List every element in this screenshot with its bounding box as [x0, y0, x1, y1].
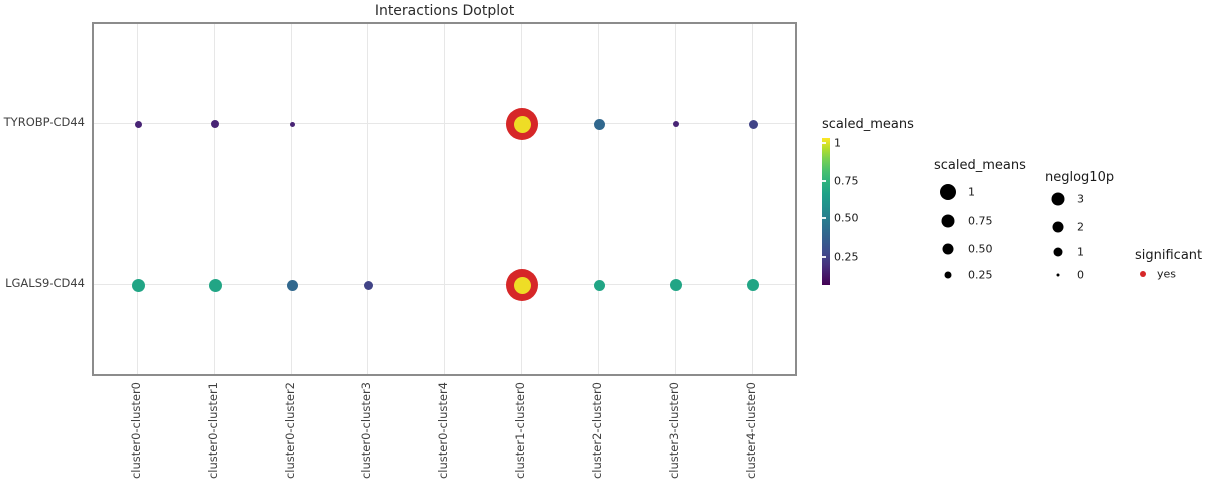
size-legend-label: 0.50: [968, 242, 993, 256]
size-legend-dot: [1051, 192, 1065, 206]
vertical-gridline: [521, 24, 522, 374]
vertical-gridline: [752, 24, 753, 374]
x-axis-label: cluster0-cluster2: [283, 382, 297, 480]
dot: [208, 278, 222, 292]
colorbar-legend-title: scaled_means: [822, 117, 914, 132]
size-legend-dot: [942, 243, 954, 255]
size-legend-dot: [1052, 221, 1064, 233]
colorbar-gradient: [822, 138, 830, 285]
dot: [593, 118, 605, 130]
horizontal-gridline: [94, 123, 795, 124]
vertical-gridline: [444, 24, 445, 374]
dot: [673, 121, 679, 127]
y-axis-label: LGALS9-CD44: [5, 276, 85, 290]
dot: [748, 119, 758, 129]
dot: [211, 120, 219, 128]
colorbar-tick-label: 0.50: [834, 211, 859, 225]
vertical-gridline: [675, 24, 676, 374]
dot-core: [513, 276, 531, 294]
dot: [131, 278, 145, 292]
size-legend-dot: [940, 184, 956, 200]
vertical-gridline: [137, 24, 138, 374]
dot: [593, 279, 605, 291]
x-axis-label: cluster0-cluster3: [359, 382, 373, 480]
vertical-gridline: [291, 24, 292, 374]
dot: [363, 280, 373, 290]
colorbar-tick-label: 0.75: [834, 174, 859, 188]
dot-core: [513, 115, 531, 133]
colorbar-tick-mark: [822, 142, 826, 144]
x-axis-label: cluster1-cluster0: [513, 382, 527, 480]
size-legend-label: 0: [1077, 268, 1084, 282]
colorbar-tick-label: 0.25: [834, 250, 859, 264]
size-legend-label: 0.25: [968, 268, 993, 282]
x-axis-label: cluster0-cluster4: [436, 382, 450, 480]
size-legend-dot: [1056, 273, 1060, 277]
chart-title: Interactions Dotplot: [374, 3, 515, 19]
size-legend-neglog10p-title: neglog10p: [1045, 170, 1115, 185]
size-legend-label: 0.75: [968, 214, 993, 228]
colorbar-tick-label: 1: [834, 136, 841, 150]
x-axis-label: cluster0-cluster1: [206, 382, 220, 480]
significant-dot: [506, 269, 538, 301]
size-legend-label: 1: [1077, 245, 1084, 259]
size-legend-label: 3: [1077, 192, 1084, 206]
colorbar-tick-mark: [822, 256, 826, 258]
significant-legend-label: yes: [1157, 267, 1177, 281]
colorbar-tick-mark: [822, 217, 826, 219]
significant-legend-title: significant: [1135, 248, 1203, 263]
size-legend-dot: [941, 214, 955, 228]
plot-area: [92, 22, 797, 376]
size-legend-label: 2: [1077, 220, 1084, 234]
vertical-gridline: [214, 24, 215, 374]
colorbar-tick-mark: [822, 180, 826, 182]
dot: [747, 279, 759, 291]
x-axis-label: cluster4-cluster0: [744, 382, 758, 480]
dot: [286, 279, 298, 291]
dot: [134, 120, 142, 128]
x-axis-label: cluster2-cluster0: [590, 382, 604, 480]
x-axis-label: cluster0-cluster0: [129, 382, 143, 480]
y-axis-label: TYROBP-CD44: [3, 115, 85, 129]
significant-legend-dot: [1140, 271, 1146, 277]
dot: [289, 121, 295, 127]
size-legend-scaled-means-title: scaled_means: [934, 158, 1026, 173]
vertical-gridline: [367, 24, 368, 374]
vertical-gridline: [598, 24, 599, 374]
dot: [670, 279, 682, 291]
significant-dot: [506, 108, 538, 140]
size-legend-dot: [944, 271, 952, 279]
size-legend-label: 1: [968, 185, 975, 199]
size-legend-dot: [1053, 247, 1063, 257]
x-axis-label: cluster3-cluster0: [667, 382, 681, 480]
horizontal-gridline: [94, 284, 795, 285]
